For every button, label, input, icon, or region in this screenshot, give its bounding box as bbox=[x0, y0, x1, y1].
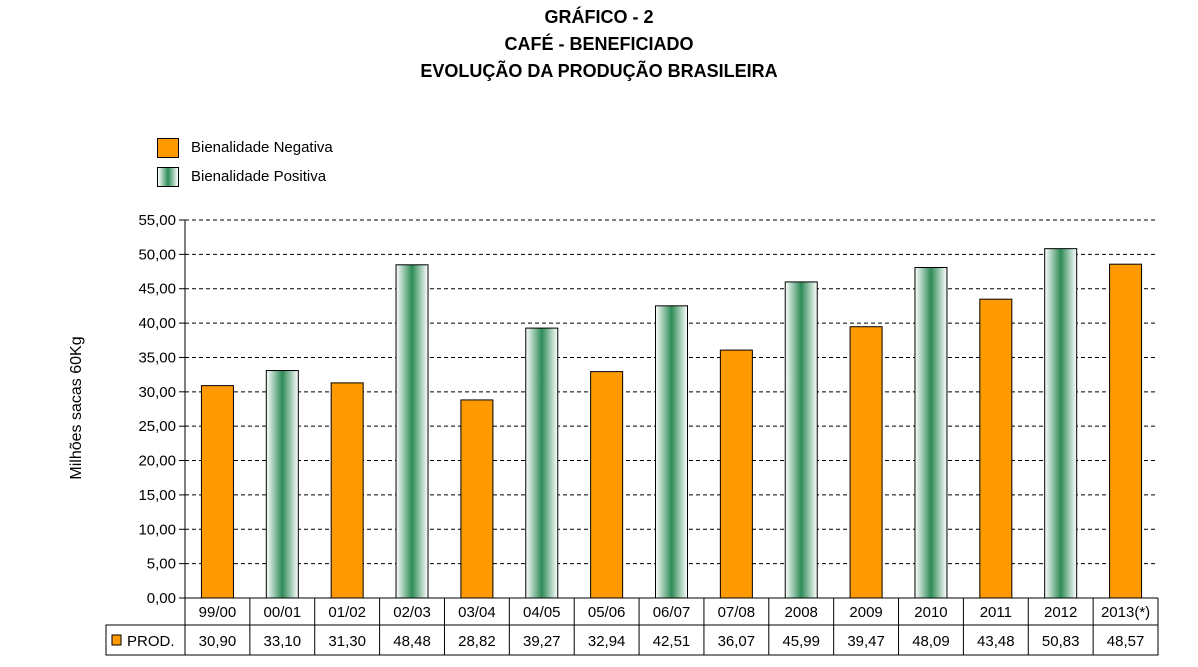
bar-0001 bbox=[265, 370, 299, 599]
legend-swatch-positiva bbox=[157, 166, 179, 187]
legend-item-negativa: Bienalidade Negativa bbox=[157, 133, 333, 162]
table-row-swatch bbox=[111, 634, 122, 646]
data-table: 99/00 30,90 00/01 33,10 01/02 31,30 02/03 48,48… bbox=[105, 597, 1159, 656]
bars bbox=[200, 248, 1143, 599]
bar-0607 bbox=[655, 305, 688, 599]
y-tick-label: 15,00 bbox=[138, 487, 176, 504]
legend-label-negativa: Bienalidade Negativa bbox=[191, 139, 333, 156]
table-value: 28,82 bbox=[458, 633, 496, 650]
table-value: 36,07 bbox=[718, 633, 756, 650]
y-axis-ticks: 0,00 5,00 10,00 15,00 20,00 25,00 30,00 35,00 40… bbox=[138, 212, 186, 607]
y-tick-label: 20,00 bbox=[138, 453, 176, 470]
x-tick-label: 2009 bbox=[849, 604, 882, 621]
table-value: 30,90 bbox=[199, 633, 237, 650]
table-value: 48,57 bbox=[1107, 633, 1145, 650]
table-values-row-border bbox=[105, 624, 1159, 656]
table-value: 32,94 bbox=[588, 633, 626, 650]
x-tick-label: 2008 bbox=[785, 604, 818, 621]
y-tick-label: 5,00 bbox=[147, 556, 176, 573]
table-value: 43,48 bbox=[977, 633, 1015, 650]
x-tick-label: 06/07 bbox=[653, 604, 691, 621]
table-row-label: PROD. bbox=[127, 633, 175, 650]
legend-swatch-negativa bbox=[157, 137, 179, 158]
chart-subtitle-1: CAFÉ - BENEFICIADO bbox=[504, 34, 694, 54]
x-tick-label: 00/01 bbox=[264, 604, 302, 621]
x-tick-label: 07/08 bbox=[718, 604, 756, 621]
table-value: 33,10 bbox=[264, 633, 302, 650]
legend-item-positiva: Bienalidade Positiva bbox=[157, 162, 333, 191]
x-tick-label: 2013(*) bbox=[1101, 604, 1150, 621]
y-tick-label: 55,00 bbox=[138, 212, 176, 229]
bar-0506 bbox=[590, 371, 624, 599]
table-value: 48,48 bbox=[393, 633, 431, 650]
x-tick-label: 99/00 bbox=[199, 604, 237, 621]
chart-subtitle-2: EVOLUÇÃO DA PRODUÇÃO BRASILEIRA bbox=[420, 61, 778, 81]
bar-0102 bbox=[330, 382, 364, 599]
x-tick-label: 01/02 bbox=[328, 604, 366, 621]
bar-0708 bbox=[719, 349, 753, 599]
table-value: 48,09 bbox=[912, 633, 950, 650]
bar-0304 bbox=[460, 399, 494, 599]
x-tick-label: 05/06 bbox=[588, 604, 626, 621]
table-value: 42,51 bbox=[653, 633, 691, 650]
x-tick-label: 2010 bbox=[914, 604, 947, 621]
bar-2009 bbox=[849, 326, 883, 599]
x-tick-label: 04/05 bbox=[523, 604, 561, 621]
table-value: 39,47 bbox=[847, 633, 885, 650]
y-tick-label: 10,00 bbox=[138, 521, 176, 538]
x-tick-label: 02/03 bbox=[393, 604, 431, 621]
x-tick-label: 2012 bbox=[1044, 604, 1077, 621]
y-tick-label: 30,00 bbox=[138, 384, 176, 401]
y-tick-label: 40,00 bbox=[138, 315, 176, 332]
table-value: 45,99 bbox=[782, 633, 820, 650]
y-tick-label: 50,00 bbox=[138, 246, 176, 263]
table-value: 50,83 bbox=[1042, 633, 1080, 650]
chart-titles: GRÁFICO - 2 CAFÉ - BENEFICIADO EVOLUÇÃO … bbox=[0, 4, 1198, 85]
y-tick-label: 45,00 bbox=[138, 281, 176, 298]
table-value: 31,30 bbox=[328, 633, 366, 650]
bar-2011 bbox=[979, 298, 1013, 599]
y-tick-label: 25,00 bbox=[138, 418, 176, 435]
y-tick-label: 35,00 bbox=[138, 349, 176, 366]
legend-label-positiva: Bienalidade Positiva bbox=[191, 168, 327, 185]
bar-2013 bbox=[1109, 263, 1143, 599]
bar-9900 bbox=[200, 385, 234, 599]
chart-legend: Bienalidade Negativa Bienalidade Positiv… bbox=[157, 133, 333, 191]
x-tick-label: 03/04 bbox=[458, 604, 496, 621]
y-tick-label: 0,00 bbox=[147, 590, 176, 607]
bar-2008 bbox=[784, 281, 818, 599]
x-tick-label: 2011 bbox=[980, 604, 1012, 621]
bar-2010 bbox=[914, 266, 948, 599]
chart-title: GRÁFICO - 2 bbox=[544, 7, 654, 27]
bar-2012 bbox=[1044, 248, 1078, 599]
table-value: 39,27 bbox=[523, 633, 561, 650]
bar-0203 bbox=[395, 264, 429, 599]
bar-0405 bbox=[525, 327, 559, 599]
